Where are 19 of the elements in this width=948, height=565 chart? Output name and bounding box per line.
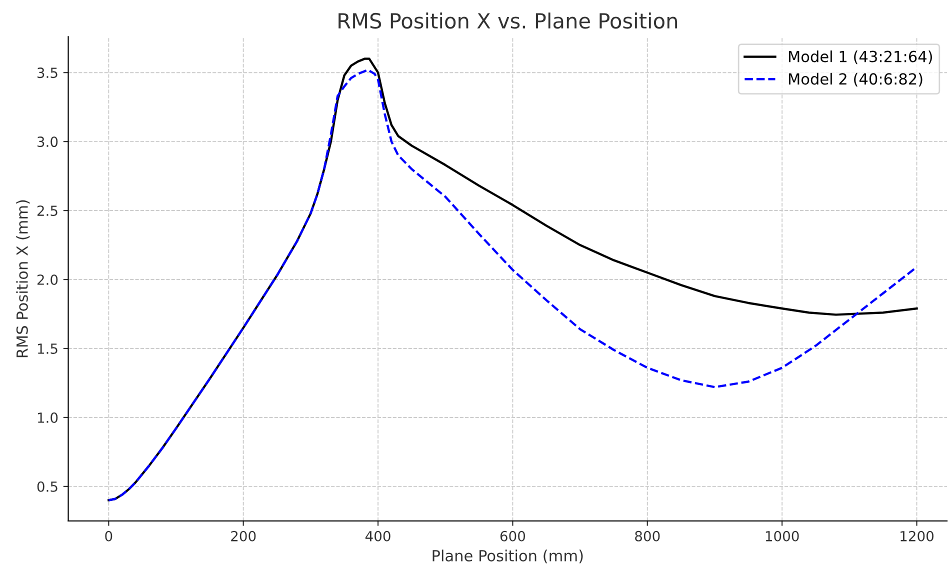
y-tick-label: 2.0 — [37, 274, 58, 285]
x-tick-label: 0 — [105, 530, 112, 542]
x-tick-label: 200 — [231, 530, 256, 542]
x-tick-label: 800 — [635, 530, 660, 542]
y-tick-label: 2.5 — [37, 206, 58, 216]
x-axis-title: Plane Position (mm) — [432, 550, 583, 564]
y-tick-label: 1.5 — [38, 344, 58, 354]
y-tick-label: 0.5 — [37, 481, 58, 492]
x-tick-label: 400 — [365, 530, 390, 542]
y-tick-label: 3.5 — [38, 68, 58, 78]
x-tick-label: 600 — [500, 530, 526, 542]
chart-title: RMS Position X vs. Plane Position — [338, 12, 677, 29]
legend-label: Model 1 (43:21:64) — [788, 50, 932, 64]
x-tick-label: 1000 — [766, 530, 799, 542]
legend-label: Model 2 (40:6:82) — [788, 72, 922, 87]
y-axis-title: RMS Position X (mm) — [16, 200, 30, 358]
x-tick-label: 1200 — [900, 530, 934, 542]
y-tick-label: 3.0 — [38, 136, 58, 148]
y-tick-label: 1.0 — [38, 412, 58, 423]
